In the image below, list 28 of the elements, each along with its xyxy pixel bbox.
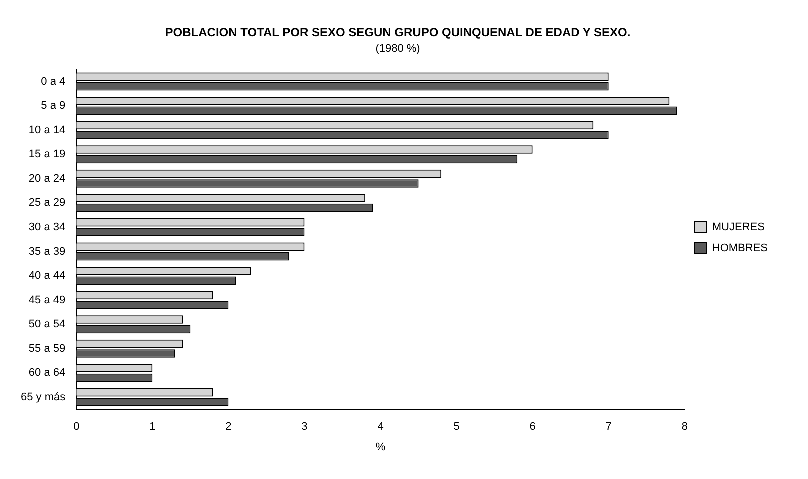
x-tick-label: 3: [302, 421, 308, 434]
y-tick-label: 50 a 54: [28, 318, 66, 331]
chart-subtitle: (1980 %): [376, 43, 420, 56]
chart-title: POBLACION TOTAL POR SEXO SEGUN GRUPO QUINQUENAL DE EDAD Y SEXO.: [165, 26, 631, 40]
x-tick-label: 0: [74, 421, 80, 434]
y-tick-label: 15 a 19: [28, 148, 66, 161]
y-tick-label: 20 a 24: [28, 172, 66, 185]
x-tick-label: 8: [682, 421, 688, 434]
x-tick-label: 4: [378, 421, 384, 434]
y-tick-label: 45 a 49: [28, 294, 66, 306]
x-tick-label: 5: [454, 421, 460, 434]
y-tick-label: 5 a 9: [41, 100, 66, 112]
y-tick-label: 25 a 29: [28, 197, 66, 210]
x-tick-label: 6: [530, 421, 536, 434]
y-tick-label: 30 a 34: [28, 221, 66, 234]
y-tick-label: 55 a 59: [28, 342, 66, 355]
y-tick-label: 40 a 44: [28, 270, 66, 282]
x-axis-title: %: [376, 441, 386, 454]
y-tick-label: 60 a 64: [28, 367, 66, 380]
y-tick-label: 35 a 39: [28, 246, 66, 258]
legend-label: MUJERES: [712, 222, 765, 234]
y-tick-label: 10 a 14: [28, 124, 66, 136]
x-tick-label: 2: [226, 421, 232, 434]
y-tick-label: 0 a 4: [41, 76, 66, 88]
y-tick-label: 65 y más: [20, 391, 66, 404]
x-tick-label: 7: [606, 421, 612, 434]
x-tick-label: 1: [150, 421, 156, 434]
legend-label: HOMBRES: [712, 242, 768, 255]
